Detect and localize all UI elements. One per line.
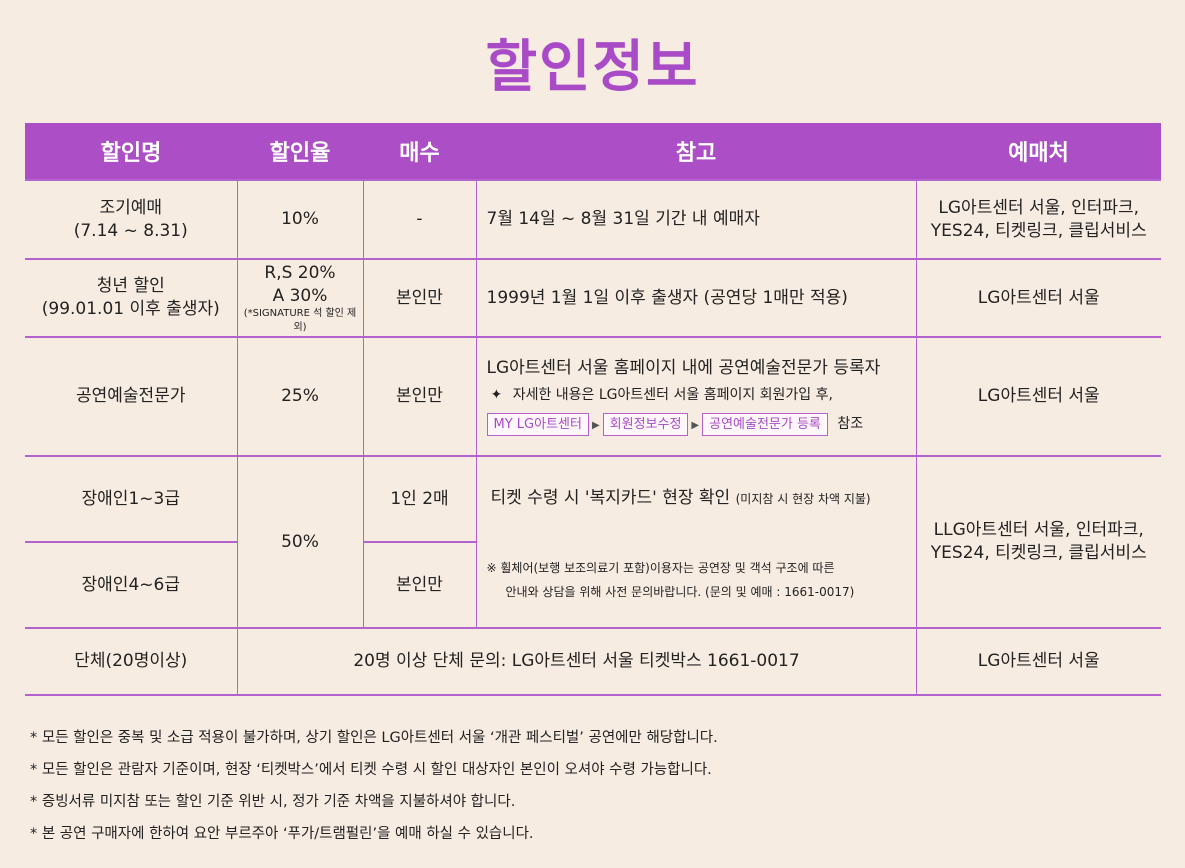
header-rate: 할인율 (237, 123, 363, 180)
footnote-2: * 모든 할인은 관람자 기준이며, 현장 ‘티켓박스’에서 티켓 수령 시 할… (30, 762, 712, 778)
cell-note: 티켓 수령 시 '복지카드' 현장 확인 (미지참 시 현장 차액 지불) ※ … (475, 455, 917, 629)
youth-name: 청년 할인 (96, 276, 165, 297)
disabled-count-1: 1인 2매 (362, 455, 477, 543)
table-row: 장애인4~6급 본인만 (25, 541, 1161, 629)
group-where: LG아트센터 서울 (915, 627, 1161, 696)
youth-rate-2: A 30% (272, 285, 328, 306)
youth-where: LG아트센터 서울 (915, 258, 1161, 338)
table-row: 공연예술전문가 25% 본인만 LG아트센터 서울 홈페이지 내에 공연예술전문… (25, 336, 1161, 457)
wheelchair-note-1: ※ 휠체어(보행 보조의료기 포함)이용자는 공연장 및 객석 구조에 따른 (486, 560, 835, 575)
header-note: 참고 (476, 123, 916, 180)
page-title: 할인정보 (485, 35, 700, 100)
table-row: 단체(20명이상) 20명 이상 단체 문의: LG아트센터 서울 티켓박스 1… (25, 627, 1161, 696)
pro-count: 본인만 (362, 336, 477, 457)
pro-name: 공연예술전문가 (25, 336, 238, 457)
early-rate: 10% (236, 179, 364, 260)
discount-table: 할인명 할인율 매수 참고 예매처 조기예매 (7.14 ~ 8.31) 10%… (25, 123, 1161, 696)
youth-rate-note: (*SIGNATURE 석 할인 제외) (243, 308, 357, 333)
pro-note: LG아트센터 서울 홈페이지 내에 공연예술전문가 등록자 (486, 357, 881, 378)
triangle-right-icon: ▶ (691, 419, 700, 431)
youth-condition: (99.01.01 이후 출생자) (41, 299, 220, 319)
disabled-note-small: (미지참 시 현장 차액 지불) (735, 492, 871, 506)
step-my-lg: MY LG아트센터 (486, 412, 589, 437)
early-count: - (362, 179, 477, 260)
early-where-1: LG아트센터 서울, 인터파크, (938, 197, 1140, 218)
step-register-pro: 공연예술전문가 등록 (702, 412, 828, 437)
pro-where: LG아트센터 서울 (915, 336, 1161, 457)
disabled-name-2: 장애인4~6급 (25, 541, 238, 629)
disabled-where-1: LLG아트센터 서울, 인터파크, (933, 520, 1144, 541)
group-name: 단체(20명이상) (25, 627, 238, 696)
header-count: 매수 (363, 123, 476, 180)
disabled-rate: 50% (236, 455, 364, 629)
sparkle-icon: ✦ (490, 386, 503, 403)
footnote-3: * 증빙서류 미지참 또는 할인 기준 위반 시, 정가 기준 차액을 지불하셔… (30, 794, 516, 810)
table-row: 청년 할인 (99.01.01 이후 출생자) R,S 20% A 30% (*… (25, 258, 1161, 338)
pro-rate: 25% (236, 336, 364, 457)
pro-steps-suffix: 참조 (837, 415, 864, 432)
youth-note: 1999년 1월 1일 이후 출생자 (공연당 1매만 적용) (475, 258, 917, 338)
table-row: 장애인1~3급 50% 1인 2매 티켓 수령 시 '복지카드' 현장 확인 (… (25, 455, 1161, 629)
disabled-note: 티켓 수령 시 '복지카드' 현장 확인 (490, 488, 731, 508)
cell-note: LG아트센터 서울 홈페이지 내에 공연예술전문가 등록자 ✦ 자세한 내용은 … (475, 336, 917, 457)
disabled-name-1: 장애인1~3급 (25, 455, 238, 543)
footnote-4: * 본 공연 구매자에 한하여 요안 부르주아 ‘푸가/트램펄린’을 예매 하실… (30, 826, 534, 842)
cell-name: 조기예매 (7.14 ~ 8.31) (25, 179, 238, 260)
table-row: 조기예매 (7.14 ~ 8.31) 10% - 7월 14일 ~ 8월 31일… (25, 179, 1161, 260)
youth-rate-1: R,S 20% (264, 262, 336, 283)
cell-name: 청년 할인 (99.01.01 이후 출생자) (25, 258, 238, 338)
header-row: 할인명 할인율 매수 참고 예매처 (25, 123, 1161, 180)
wheelchair-note-2: 안내와 상담을 위해 사전 문의바랍니다. (문의 및 예매 : 1661-00… (505, 584, 855, 599)
footnotes: * 모든 할인은 중복 및 소급 적용이 불가하며, 상기 할인은 LG아트센터… (30, 722, 1150, 850)
footnote-1: * 모든 할인은 중복 및 소급 적용이 불가하며, 상기 할인은 LG아트센터… (30, 730, 718, 746)
early-period: (7.14 ~ 8.31) (73, 220, 188, 241)
early-note: 7월 14일 ~ 8월 31일 기간 내 예매자 (475, 179, 917, 260)
early-name: 조기예매 (99, 197, 163, 218)
youth-count: 본인만 (362, 258, 477, 338)
cell-rate: R,S 20% A 30% (*SIGNATURE 석 할인 제외) (236, 258, 364, 338)
group-note: 20명 이상 단체 문의: LG아트센터 서울 티켓박스 1661-0017 (236, 627, 917, 696)
cell-where: LG아트센터 서울, 인터파크, YES24, 티켓링크, 클립서비스 (915, 179, 1161, 260)
pro-detail: 자세한 내용은 LG아트센터 서울 홈페이지 회원가입 후, (512, 386, 833, 403)
early-where-2: YES24, 티켓링크, 클립서비스 (930, 220, 1147, 241)
triangle-right-icon: ▶ (591, 419, 600, 431)
header-name: 할인명 (25, 123, 237, 180)
header-where: 예매처 (916, 123, 1161, 180)
disabled-where-2: YES24, 티켓링크, 클립서비스 (930, 543, 1147, 563)
cell-where: LLG아트센터 서울, 인터파크, YES24, 티켓링크, 클립서비스 (915, 455, 1161, 629)
step-edit-member: 회원정보수정 (602, 412, 689, 437)
disabled-count-2: 본인만 (362, 541, 476, 629)
